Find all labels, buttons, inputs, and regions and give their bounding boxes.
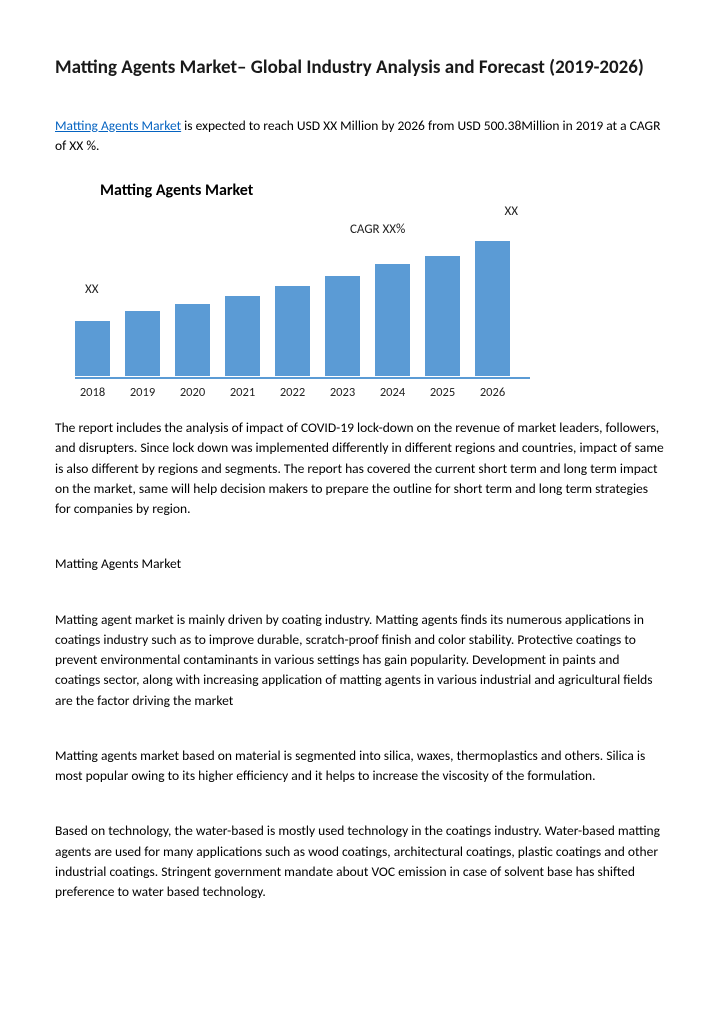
bar xyxy=(375,264,410,376)
x-tick-label: 2018 xyxy=(75,385,110,400)
x-tick-label: 2024 xyxy=(375,385,410,400)
market-link[interactable]: Matting Agents Market xyxy=(55,117,181,134)
cagr-label: CAGR XX% xyxy=(350,222,405,237)
x-tick-label: 2020 xyxy=(175,385,210,400)
paragraph-material: Matting agents market based on material … xyxy=(55,746,664,787)
paragraph-technology: Based on technology, the water-based is … xyxy=(55,821,664,902)
bar xyxy=(475,241,510,376)
page-title: Matting Agents Market– Global Industry A… xyxy=(55,55,664,81)
chart-top-label: XX xyxy=(505,204,519,219)
paragraph-covid: The report includes the analysis of impa… xyxy=(55,418,664,519)
paragraph-heading: Matting Agents Market xyxy=(55,554,664,574)
chart-title: Matting Agents Market xyxy=(100,181,664,200)
bar xyxy=(125,311,160,376)
x-tick-label: 2023 xyxy=(325,385,360,400)
bar xyxy=(75,321,110,376)
bar xyxy=(175,304,210,376)
x-tick-label: 2025 xyxy=(425,385,460,400)
paragraph-drivers: Matting agent market is mainly driven by… xyxy=(55,610,664,711)
bar xyxy=(225,296,260,376)
intro-paragraph: Matting Agents Market is expected to rea… xyxy=(55,116,664,157)
x-tick-label: 2019 xyxy=(125,385,160,400)
bar xyxy=(425,256,460,376)
bars-row xyxy=(75,241,530,376)
x-axis-labels: 2018 2019 2020 2021 2022 2023 2024 2025 2026 xyxy=(75,385,664,400)
bar-chart: XX CAGR XX% XX xyxy=(75,204,530,379)
x-tick-label: 2021 xyxy=(225,385,260,400)
bar xyxy=(275,286,310,376)
x-axis-line xyxy=(75,377,530,379)
x-tick-label: 2022 xyxy=(275,385,310,400)
chart-container: Matting Agents Market XX CAGR XX% XX 201… xyxy=(75,181,664,400)
bar xyxy=(325,276,360,376)
x-tick-label: 2026 xyxy=(475,385,510,400)
